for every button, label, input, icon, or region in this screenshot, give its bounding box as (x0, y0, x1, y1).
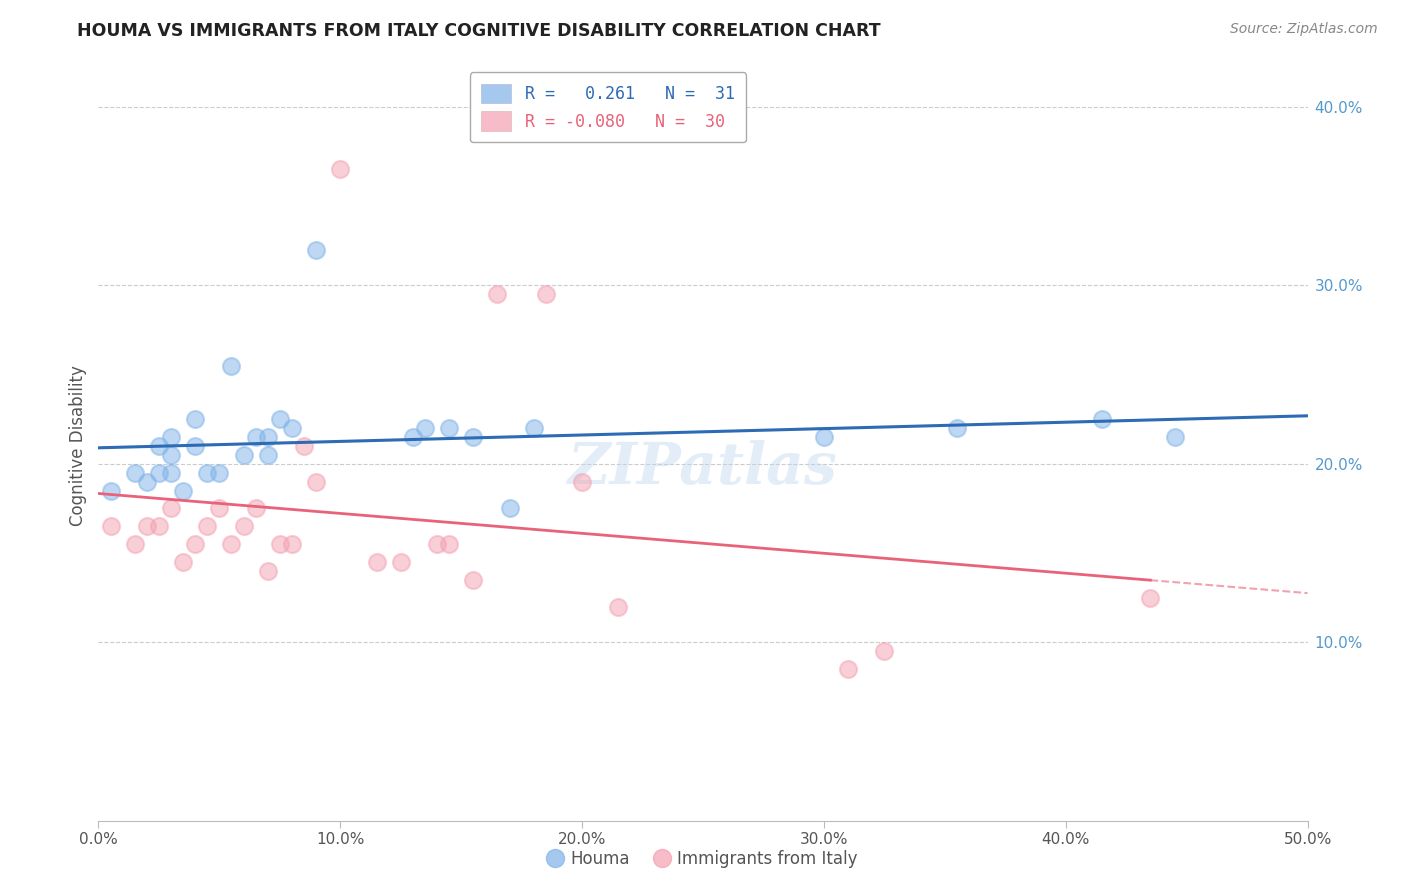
Point (437, 421, 460, 435)
Point (148, 439, 170, 453)
Point (329, 162, 352, 177)
Point (148, 466, 170, 480)
Point (195, 466, 218, 480)
Point (256, 448, 278, 462)
Point (389, 555, 412, 569)
Point (413, 421, 436, 435)
Point (571, 475, 593, 489)
Point (184, 537, 207, 551)
Point (160, 448, 183, 462)
Text: HOUMA VS IMMIGRANTS FROM ITALY COGNITIVE DISABILITY CORRELATION CHART: HOUMA VS IMMIGRANTS FROM ITALY COGNITIVE… (77, 22, 882, 40)
Point (607, 599, 630, 614)
Point (124, 537, 146, 551)
Point (256, 564, 278, 578)
Point (534, 287, 557, 301)
Point (305, 243, 328, 257)
Point (148, 519, 170, 533)
Point (1139, 591, 1161, 605)
Legend: Houma, Immigrants from Italy: Houma, Immigrants from Italy (543, 844, 863, 875)
Point (221, 537, 243, 551)
Point (437, 537, 460, 551)
Point (813, 430, 835, 444)
Point (486, 287, 509, 301)
Point (160, 466, 183, 480)
Point (1163, 430, 1185, 444)
Y-axis label: Cognitive Disability: Cognitive Disability (69, 366, 87, 526)
Point (305, 475, 328, 489)
Point (245, 501, 267, 516)
Point (837, 662, 859, 676)
Point (426, 537, 449, 551)
Point (463, 430, 485, 444)
Point (245, 430, 267, 444)
Point (232, 519, 254, 533)
Point (195, 519, 218, 533)
Text: Source: ZipAtlas.com: Source: ZipAtlas.com (1230, 22, 1378, 37)
Point (221, 359, 243, 373)
Point (135, 519, 157, 533)
Point (292, 439, 315, 453)
Point (281, 421, 304, 435)
Point (184, 412, 207, 426)
Legend: R =   0.261   N =  31, R = -0.080   N =  30: R = 0.261 N = 31, R = -0.080 N = 30 (470, 72, 747, 143)
Point (100, 483, 122, 498)
Point (184, 439, 207, 453)
Point (873, 644, 896, 658)
Point (269, 412, 291, 426)
Point (208, 501, 231, 516)
Point (523, 421, 546, 435)
Point (232, 448, 254, 462)
Point (281, 537, 304, 551)
Text: ZIPatlas: ZIPatlas (568, 441, 838, 497)
Point (172, 555, 194, 569)
Point (1091, 412, 1114, 426)
Point (269, 537, 291, 551)
Point (100, 519, 122, 533)
Point (256, 430, 278, 444)
Point (124, 466, 146, 480)
Point (160, 501, 183, 516)
Point (172, 483, 194, 498)
Point (463, 573, 485, 587)
Point (135, 475, 157, 489)
Point (208, 466, 231, 480)
Point (402, 430, 425, 444)
Point (498, 501, 520, 516)
Point (160, 430, 183, 444)
Point (366, 555, 388, 569)
Point (946, 421, 969, 435)
